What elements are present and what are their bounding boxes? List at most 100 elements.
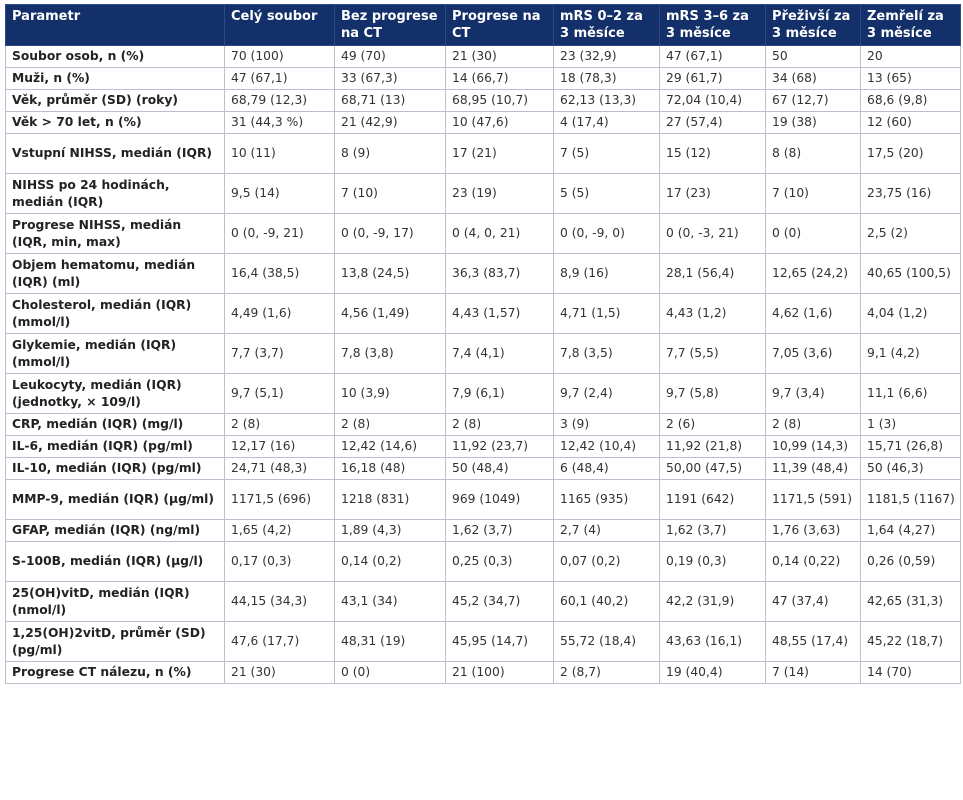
cell-mrs-3-6: 11,92 (21,8) bbox=[659, 435, 766, 458]
cell-prezivsi: 10,99 (14,3) bbox=[765, 435, 861, 458]
cell-progrese: 21 (30) bbox=[445, 45, 554, 68]
cell-param: Soubor osob, n (%) bbox=[5, 45, 225, 68]
table-row: Progrese CT nálezu, n (%) 21 (30) 0 (0) 21 … bbox=[5, 661, 961, 684]
cell-cely-soubor: 2 (8) bbox=[224, 413, 335, 436]
cell-mrs-0-2: 6 (48,4) bbox=[553, 457, 660, 480]
header-cely-soubor: Celý soubor bbox=[224, 4, 335, 46]
cell-mrs-0-2: 4 (17,4) bbox=[553, 111, 660, 134]
cell-prezivsi: 47 (37,4) bbox=[765, 581, 861, 622]
cell-zemreli: 15,71 (26,8) bbox=[860, 435, 961, 458]
cell-prezivsi: 4,62 (1,6) bbox=[765, 293, 861, 334]
cell-zemreli: 40,65 (100,5) bbox=[860, 253, 961, 294]
cell-mrs-3-6: 7,7 (5,5) bbox=[659, 333, 766, 374]
cell-cely-soubor: 12,17 (16) bbox=[224, 435, 335, 458]
cell-mrs-3-6: 9,7 (5,8) bbox=[659, 373, 766, 414]
header-bez-progrese: Bez progrese na CT bbox=[334, 4, 446, 46]
table-row: MMP-9, medián (IQR) (µg/ml) 1171,5 (696) 1… bbox=[5, 479, 961, 520]
cell-cely-soubor: 24,71 (48,3) bbox=[224, 457, 335, 480]
cell-zemreli: 20 bbox=[860, 45, 961, 68]
cell-bez-progrese: 10 (3,9) bbox=[334, 373, 446, 414]
cell-mrs-0-2: 18 (78,3) bbox=[553, 67, 660, 90]
cell-prezivsi: 48,55 (17,4) bbox=[765, 621, 861, 662]
cell-mrs-0-2: 2 (8,7) bbox=[553, 661, 660, 684]
cell-progrese: 7,9 (6,1) bbox=[445, 373, 554, 414]
cell-mrs-3-6: 0,19 (0,3) bbox=[659, 541, 766, 582]
cell-cely-soubor: 4,49 (1,6) bbox=[224, 293, 335, 334]
cell-mrs-3-6: 4,43 (1,2) bbox=[659, 293, 766, 334]
cell-cely-soubor: 31 (44,3 %) bbox=[224, 111, 335, 134]
cell-zemreli: 23,75 (16) bbox=[860, 173, 961, 214]
cell-mrs-3-6: 2 (6) bbox=[659, 413, 766, 436]
cell-param: Progrese NIHSS, medián (IQR, min, max) bbox=[5, 213, 225, 254]
cell-prezivsi: 50 bbox=[765, 45, 861, 68]
cell-mrs-0-2: 62,13 (13,3) bbox=[553, 89, 660, 112]
cell-bez-progrese: 33 (67,3) bbox=[334, 67, 446, 90]
cell-zemreli: 2,5 (2) bbox=[860, 213, 961, 254]
cell-zemreli: 11,1 (6,6) bbox=[860, 373, 961, 414]
header-parametr: Parametr bbox=[5, 4, 225, 46]
table-row: Objem hematomu, medián (IQR) (ml) 16,4 (3… bbox=[5, 253, 961, 294]
table-row: Věk > 70 let, n (%) 31 (44,3 %) 21 (42,9) 1… bbox=[5, 111, 961, 134]
table-row: Vstupní NIHSS, medián (IQR) 10 (11) 8 (9) 1… bbox=[5, 133, 961, 174]
cell-prezivsi: 0,14 (0,22) bbox=[765, 541, 861, 582]
cell-progrese: 10 (47,6) bbox=[445, 111, 554, 134]
cell-prezivsi: 11,39 (48,4) bbox=[765, 457, 861, 480]
cell-mrs-0-2: 3 (9) bbox=[553, 413, 660, 436]
table-row: S-100B, medián (IQR) (µg/l) 0,17 (0,3) 0,1… bbox=[5, 541, 961, 582]
cell-progrese: 21 (100) bbox=[445, 661, 554, 684]
table-row: Leukocyty, medián (IQR) (jednotky, × 109… bbox=[5, 373, 961, 414]
cell-param: Cholesterol, medián (IQR) (mmol/l) bbox=[5, 293, 225, 334]
cell-progrese: 68,95 (10,7) bbox=[445, 89, 554, 112]
cell-mrs-3-6: 15 (12) bbox=[659, 133, 766, 174]
cell-progrese: 0,25 (0,3) bbox=[445, 541, 554, 582]
cell-prezivsi: 1171,5 (591) bbox=[765, 479, 861, 520]
cell-progrese: 4,43 (1,57) bbox=[445, 293, 554, 334]
table-row: CRP, medián (IQR) (mg/l) 2 (8) 2 (8) 2 (8) 3… bbox=[5, 413, 961, 436]
table-row: Soubor osob, n (%) 70 (100) 49 (70) 21 (30)… bbox=[5, 45, 961, 68]
cell-mrs-0-2: 5 (5) bbox=[553, 173, 660, 214]
cell-zemreli: 42,65 (31,3) bbox=[860, 581, 961, 622]
results-table: Parametr Celý soubor Bez progrese na CT … bbox=[5, 4, 961, 684]
cell-progrese: 2 (8) bbox=[445, 413, 554, 436]
cell-prezivsi: 7 (14) bbox=[765, 661, 861, 684]
cell-param: Progrese CT nálezu, n (%) bbox=[5, 661, 225, 684]
cell-bez-progrese: 7 (10) bbox=[334, 173, 446, 214]
cell-prezivsi: 8 (8) bbox=[765, 133, 861, 174]
cell-cely-soubor: 9,5 (14) bbox=[224, 173, 335, 214]
table-row: Cholesterol, medián (IQR) (mmol/l) 4,49 (… bbox=[5, 293, 961, 334]
cell-cely-soubor: 47,6 (17,7) bbox=[224, 621, 335, 662]
cell-bez-progrese: 2 (8) bbox=[334, 413, 446, 436]
cell-mrs-0-2: 1165 (935) bbox=[553, 479, 660, 520]
header-mrs-0-2: mRS 0–2 za 3 měsíce bbox=[553, 4, 660, 46]
cell-bez-progrese: 12,42 (14,6) bbox=[334, 435, 446, 458]
cell-param: MMP-9, medián (IQR) (µg/ml) bbox=[5, 479, 225, 520]
cell-prezivsi: 12,65 (24,2) bbox=[765, 253, 861, 294]
table-row: IL-6, medián (IQR) (pg/ml) 12,17 (16) 12,4… bbox=[5, 435, 961, 458]
cell-mrs-3-6: 72,04 (10,4) bbox=[659, 89, 766, 112]
cell-bez-progrese: 13,8 (24,5) bbox=[334, 253, 446, 294]
cell-progrese: 7,4 (4,1) bbox=[445, 333, 554, 374]
cell-progrese: 45,95 (14,7) bbox=[445, 621, 554, 662]
cell-progrese: 14 (66,7) bbox=[445, 67, 554, 90]
table-row: Glykemie, medián (IQR) (mmol/l) 7,7 (3,7)… bbox=[5, 333, 961, 374]
cell-mrs-3-6: 47 (67,1) bbox=[659, 45, 766, 68]
cell-param: Věk, průměr (SD) (roky) bbox=[5, 89, 225, 112]
cell-bez-progrese: 49 (70) bbox=[334, 45, 446, 68]
cell-cely-soubor: 21 (30) bbox=[224, 661, 335, 684]
cell-bez-progrese: 8 (9) bbox=[334, 133, 446, 174]
cell-param: 1,25(OH)2vitD, průměr (SD) (pg/ml) bbox=[5, 621, 225, 662]
cell-zemreli: 45,22 (18,7) bbox=[860, 621, 961, 662]
cell-mrs-0-2: 4,71 (1,5) bbox=[553, 293, 660, 334]
header-prezivsi: Přeživší za 3 měsíce bbox=[765, 4, 861, 46]
cell-prezivsi: 19 (38) bbox=[765, 111, 861, 134]
cell-mrs-3-6: 29 (61,7) bbox=[659, 67, 766, 90]
cell-mrs-0-2: 60,1 (40,2) bbox=[553, 581, 660, 622]
cell-prezivsi: 1,76 (3,63) bbox=[765, 519, 861, 542]
header-mrs-3-6: mRS 3–6 za 3 měsíce bbox=[659, 4, 766, 46]
cell-mrs-3-6: 19 (40,4) bbox=[659, 661, 766, 684]
cell-cely-soubor: 1171,5 (696) bbox=[224, 479, 335, 520]
cell-mrs-0-2: 9,7 (2,4) bbox=[553, 373, 660, 414]
cell-mrs-0-2: 2,7 (4) bbox=[553, 519, 660, 542]
cell-progrese: 36,3 (83,7) bbox=[445, 253, 554, 294]
cell-mrs-3-6: 28,1 (56,4) bbox=[659, 253, 766, 294]
